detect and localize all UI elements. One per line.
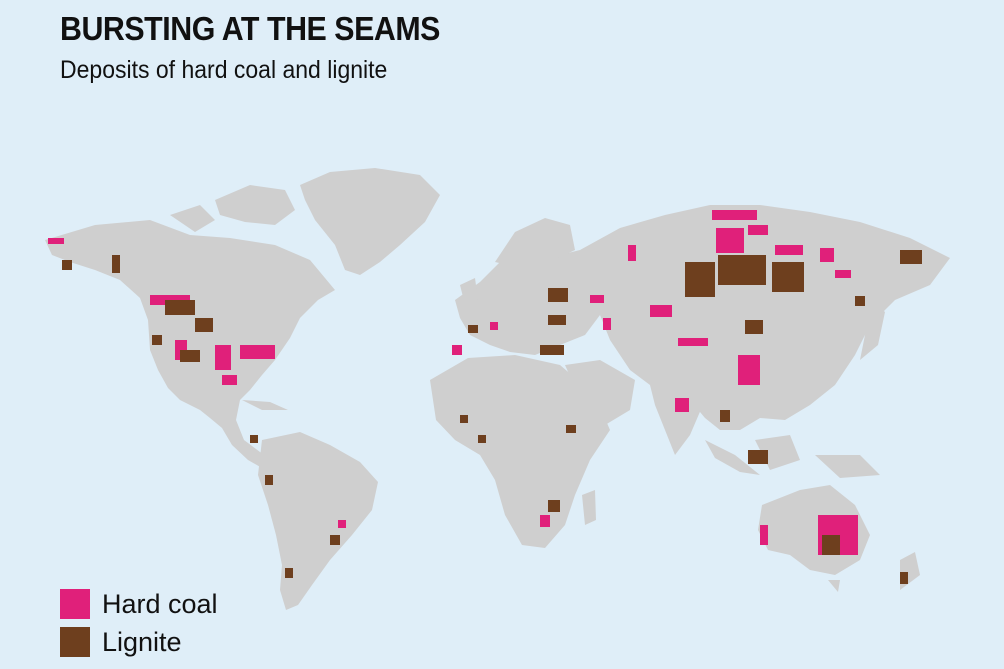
landmass-arctic-islands [215, 185, 295, 225]
deposit-lignite [900, 250, 922, 264]
deposit-hard-coal [215, 345, 231, 370]
landmass-uk [460, 278, 478, 305]
landmass-arabia [565, 360, 635, 425]
deposit-hard-coal [835, 270, 851, 278]
deposit-lignite [718, 255, 766, 285]
deposit-lignite [152, 335, 162, 345]
deposit-lignite [748, 450, 768, 464]
legend-label-lignite: Lignite [102, 626, 182, 657]
landmass-madagascar [582, 490, 596, 525]
deposit-hard-coal [222, 375, 237, 385]
deposit-lignite [330, 535, 340, 545]
landmass-africa [430, 355, 610, 548]
deposit-hard-coal [738, 355, 760, 385]
deposit-hard-coal [590, 295, 604, 303]
landmass-arctic-islands-2 [170, 205, 215, 232]
deposit-hard-coal [490, 322, 498, 330]
deposit-lignite [855, 296, 865, 306]
deposit-lignite [540, 345, 564, 355]
deposit-hard-coal [678, 338, 708, 346]
deposit-hard-coal [338, 520, 346, 528]
deposit-lignite [548, 288, 568, 302]
legend-item-lignite: Lignite [60, 623, 218, 661]
map-legend: Hard coal Lignite [60, 585, 218, 661]
hard-coal-swatch [60, 589, 90, 619]
deposit-hard-coal [650, 305, 672, 317]
deposit-lignite [62, 260, 72, 270]
deposit-hard-coal [712, 210, 757, 220]
deposit-lignite [548, 315, 566, 325]
landmass-sumatra [705, 440, 760, 475]
deposit-hard-coal [748, 225, 768, 235]
landmass-cuba [242, 400, 288, 410]
landmass-asia [580, 205, 950, 430]
deposit-hard-coal [603, 318, 611, 330]
deposit-hard-coal [540, 515, 550, 527]
landmass-north-america [45, 220, 335, 468]
lignite-deposits [62, 250, 922, 584]
deposit-lignite [165, 300, 195, 315]
deposit-lignite [745, 320, 763, 334]
deposit-hard-coal [675, 398, 689, 412]
deposit-lignite [195, 318, 213, 332]
landmass-greenland [300, 168, 440, 275]
deposit-hard-coal [48, 238, 64, 244]
landmass-south-america [258, 432, 378, 610]
landmass-new-zealand [900, 552, 920, 590]
deposit-lignite [250, 435, 258, 443]
deposit-lignite [468, 325, 478, 333]
map-title: BURSTING AT THE SEAMS [60, 10, 440, 47]
deposit-lignite [478, 435, 486, 443]
deposit-hard-coal [628, 245, 636, 261]
deposit-lignite [285, 568, 293, 578]
deposit-lignite [720, 410, 730, 422]
deposit-hard-coal [716, 228, 744, 253]
landmass-india [650, 385, 705, 455]
map-subtitle: Deposits of hard coal and lignite [60, 56, 388, 84]
deposit-lignite [180, 350, 200, 362]
deposit-hard-coal [760, 525, 768, 545]
landmass-new-guinea [815, 455, 880, 478]
landmass-tasmania [828, 580, 840, 592]
deposit-hard-coal [452, 345, 462, 355]
deposit-lignite [112, 255, 120, 273]
deposit-lignite [685, 262, 715, 297]
deposit-hard-coal [775, 245, 803, 255]
deposit-hard-coal [820, 248, 834, 262]
landmass-scandinavia [495, 218, 575, 270]
deposit-lignite [460, 415, 468, 423]
deposit-lignite [772, 262, 804, 292]
deposit-lignite [900, 572, 908, 584]
landmass-japan [860, 300, 885, 360]
deposit-lignite [566, 425, 576, 433]
land-masses [45, 168, 950, 610]
deposit-lignite [265, 475, 273, 485]
legend-item-hard-coal: Hard coal [60, 585, 218, 623]
legend-label-hard-coal: Hard coal [102, 588, 218, 619]
lignite-swatch [60, 627, 90, 657]
deposit-hard-coal [240, 345, 275, 359]
deposit-lignite [548, 500, 560, 512]
deposit-lignite [822, 535, 840, 555]
